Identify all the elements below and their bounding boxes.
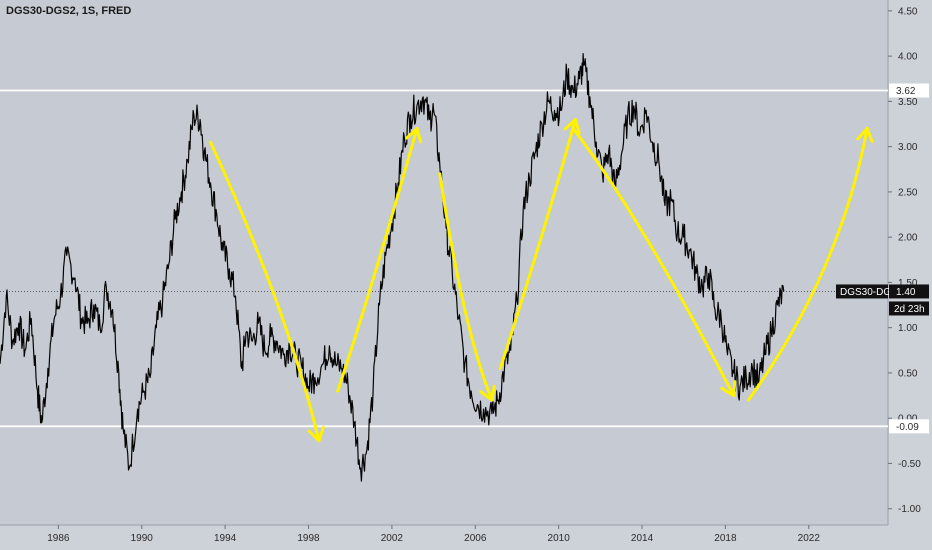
- hline-label-bg-1: [889, 419, 929, 434]
- annotation-arrow-4: [571, 127, 736, 398]
- series-group: [0, 53, 785, 482]
- y-axis: 4.50 4.00 3.50 3.00 2.50 2.00 1.50 1.00 0.50 0.00…: [888, 6, 921, 515]
- x-tick-label-4: 2002: [381, 533, 404, 544]
- series-line-0: [0, 53, 785, 482]
- horizontal-lines: [0, 89, 888, 428]
- time-axis-panel: [0, 525, 932, 550]
- annotation-arrowhead-2: [479, 384, 496, 402]
- y-tick-label-7: 1.00: [898, 323, 918, 334]
- y-tick-label-9: 0.00: [898, 414, 918, 425]
- time-left-label: 2d 23h: [894, 304, 925, 315]
- annotation-arrow-0: [209, 140, 321, 443]
- chart-title: DGS30-DGS2, 1S, FRED: [6, 5, 132, 17]
- annotation-arrow-2: [438, 172, 494, 402]
- last-value-label: 1.40: [896, 287, 916, 298]
- y-tick-label-4: 2.50: [898, 187, 918, 198]
- annotation-arrowhead-5: [856, 127, 874, 144]
- annotation-group: [209, 117, 874, 443]
- y-tick-label-0: 4.50: [898, 6, 918, 17]
- x-tick-label-1: 1990: [131, 533, 154, 544]
- x-axis: 1986 1990 1994 1998 2002 2006 2010 2014 2018 2022: [47, 525, 820, 544]
- y-tick-label-3: 3.00: [898, 142, 918, 153]
- plot-background: [0, 0, 888, 525]
- annotation-arrow-1: [336, 127, 419, 393]
- x-tick-label-7: 2014: [631, 533, 654, 544]
- x-tick-label-9: 2022: [798, 533, 821, 544]
- x-tick-label-0: 1986: [47, 533, 70, 544]
- annotation-arrowhead-4: [720, 380, 737, 398]
- y-tick-label-1: 4.00: [898, 52, 918, 63]
- x-tick-label-8: 2018: [714, 533, 737, 544]
- annotation-arrowhead-1: [405, 127, 423, 144]
- x-tick-label-6: 2010: [548, 533, 571, 544]
- y-tick-label-8: 0.50: [898, 368, 918, 379]
- series-name-label-bg: [836, 284, 888, 299]
- y-tick-label-10: -0.50: [898, 459, 921, 470]
- hline-label-1: -0.09: [896, 422, 919, 433]
- y-tick-label-2: 3.50: [898, 97, 918, 108]
- y-tick-label-5: 2.00: [898, 233, 918, 244]
- annotation-arrow-5: [746, 127, 869, 402]
- time-left-label-bg: [889, 301, 929, 316]
- annotation-arrow-3: [498, 117, 577, 370]
- y-tick-label-11: -1.00: [898, 504, 921, 515]
- hline-label-0: 3.62: [896, 86, 916, 97]
- series-name-label: DGS30-DGS2: [840, 287, 904, 298]
- x-tick-label-3: 1998: [297, 533, 320, 544]
- last-value-label-bg: [889, 284, 929, 299]
- x-tick-label-2: 1994: [214, 533, 237, 544]
- annotation-arrowhead-0: [307, 426, 325, 443]
- y-tick-label-6: 1.50: [898, 278, 918, 289]
- x-tick-label-5: 2006: [464, 533, 487, 544]
- hline-label-bg-0: [889, 83, 929, 98]
- annotation-arrowhead-3: [563, 117, 581, 135]
